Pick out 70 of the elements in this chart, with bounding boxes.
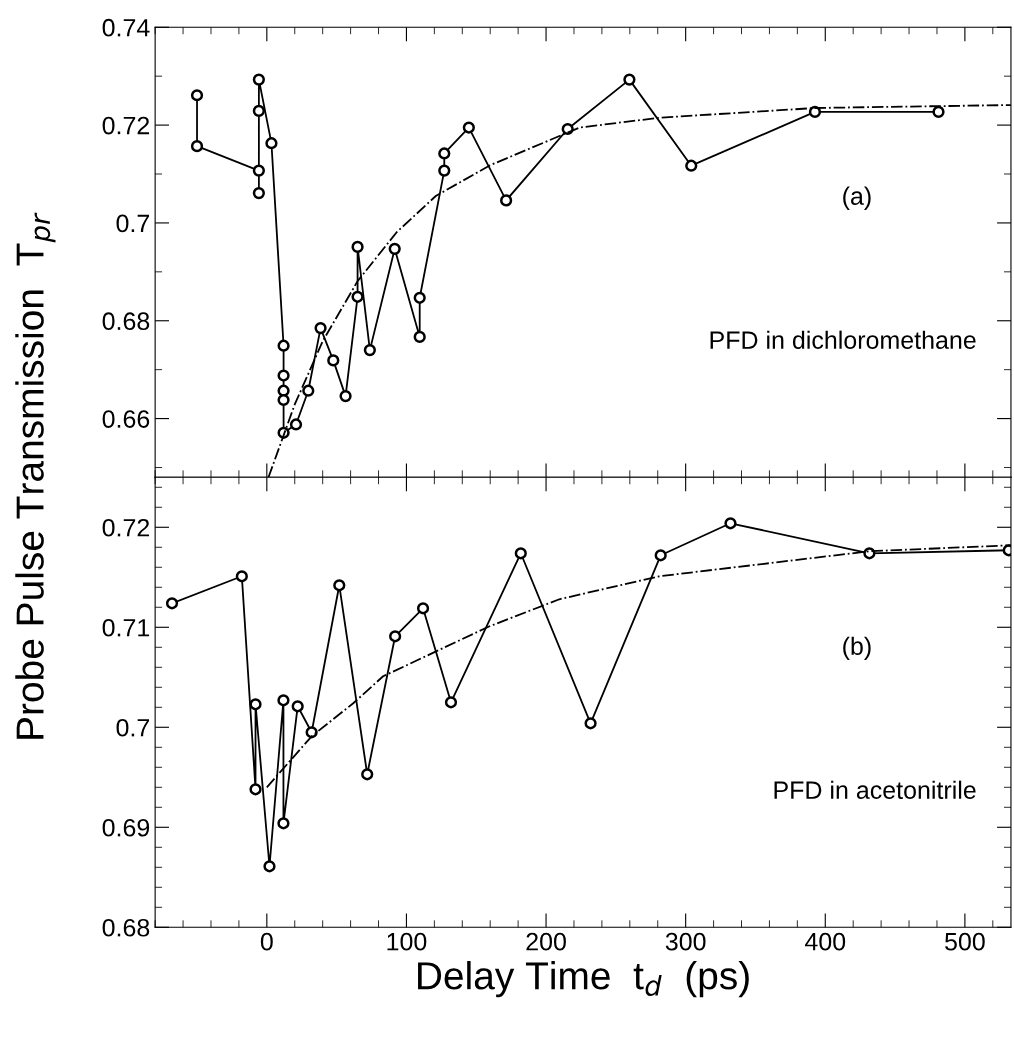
point (724, 517, 737, 530)
y-tick-label: 0.72 (102, 518, 150, 537)
x-tick-label: 200 (526, 932, 566, 951)
point (363, 343, 376, 357)
point (361, 768, 374, 781)
point (277, 339, 290, 352)
point (514, 547, 527, 560)
y-tick-label: 0.71 (102, 618, 150, 637)
point (289, 418, 303, 431)
point (263, 860, 276, 873)
x-tick-label: 400 (805, 932, 846, 951)
point (339, 389, 352, 403)
annotation: PFD in acetonitrile (774, 780, 976, 799)
point (165, 597, 179, 610)
point (413, 291, 426, 304)
x-tick-label: 0 (260, 932, 273, 951)
point (416, 602, 430, 615)
y-tick-label: 0.68 (102, 312, 150, 331)
point (252, 104, 265, 118)
point (252, 186, 265, 200)
point (265, 137, 278, 150)
point (444, 696, 458, 709)
point (438, 147, 451, 160)
point (249, 698, 262, 711)
x-axis-title: Delay Time t$_{d}$ (ps) (418, 961, 749, 998)
point (333, 579, 346, 592)
point (305, 726, 318, 739)
annotation: (b) (843, 636, 871, 660)
y-tick-label: 0.7 (116, 214, 150, 233)
point (235, 570, 248, 583)
y-tick-label: 0.7 (116, 718, 150, 737)
point (277, 817, 290, 830)
point (500, 194, 513, 207)
y-tick-label: 0.66 (102, 410, 150, 428)
point (389, 630, 402, 643)
point (932, 105, 945, 118)
y-tick-label: 0.69 (102, 818, 150, 837)
point (654, 549, 667, 562)
point (277, 694, 290, 707)
point (291, 700, 304, 713)
point (462, 121, 475, 134)
point (808, 105, 822, 118)
point (327, 354, 340, 367)
point (252, 164, 265, 177)
x-tick-label: 500 (945, 932, 985, 951)
point (314, 321, 327, 335)
point (302, 384, 315, 397)
annotation: PFD in dichloromethane (710, 330, 976, 349)
y-axis-title: Probe Pulse Transmission T$_{pr}$ (15, 212, 56, 739)
x-tick-label: 300 (665, 932, 706, 951)
y-tick-label: 0.74 (102, 18, 150, 37)
point (190, 140, 204, 153)
point (388, 242, 401, 255)
point (584, 717, 597, 730)
y-tick-label: 0.68 (102, 918, 150, 937)
y-tick-label: 0.72 (102, 116, 150, 135)
x-tick-label: 100 (387, 932, 427, 951)
point (190, 89, 204, 102)
point (277, 393, 290, 407)
point (685, 159, 698, 172)
annotation: (a) (843, 186, 871, 210)
point (351, 290, 364, 303)
point (249, 783, 262, 796)
point (277, 369, 290, 382)
point (863, 547, 876, 560)
point (438, 164, 451, 177)
point (413, 330, 426, 344)
point (252, 73, 265, 86)
point (351, 240, 364, 254)
point (623, 73, 636, 86)
